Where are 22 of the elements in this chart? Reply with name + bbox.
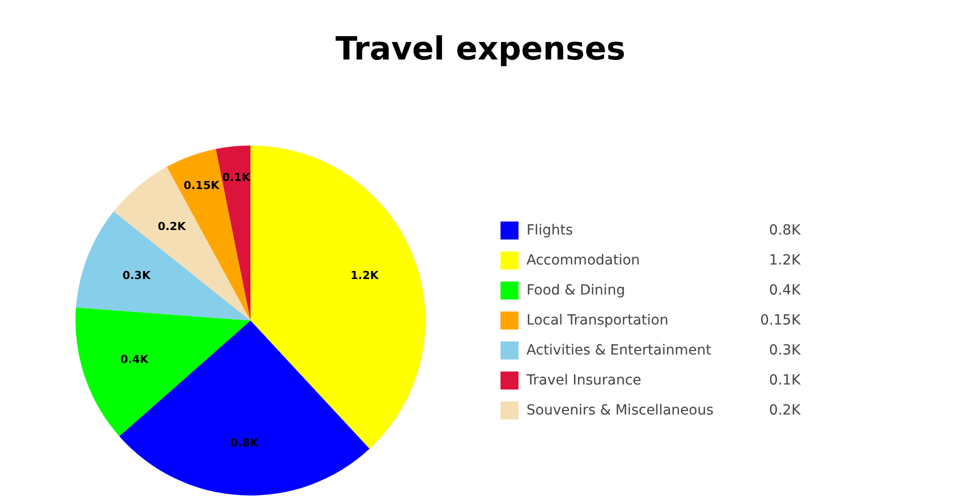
legend-label: Travel Insurance <box>526 372 642 388</box>
legend-label: Souvenirs & Miscellaneous <box>526 402 714 418</box>
text: 0.2K <box>769 402 801 418</box>
legend-label: Food & Dining <box>526 282 626 298</box>
data-label: 0.3K <box>122 269 151 282</box>
data-label: 0.4K <box>120 353 149 366</box>
text: 0.8K <box>769 222 801 238</box>
legend-label: Local Transportation <box>526 312 668 328</box>
text: 0.3K <box>769 342 801 358</box>
text: 0.15K <box>760 312 801 328</box>
chart-title: Travel expenses <box>336 30 626 68</box>
data-label: 0.2K <box>158 220 186 234</box>
legend-label: Activities & Entertainment <box>526 342 712 358</box>
text: 0.4K <box>769 282 801 298</box>
text: 0.1K <box>769 372 801 388</box>
data-label: 0.8K <box>230 436 259 450</box>
data-label: 0.1K <box>222 171 251 184</box>
data-label: 0.15K <box>184 179 220 192</box>
legend-label: Accommodation <box>526 252 640 268</box>
data-label: 1.2K <box>350 269 380 282</box>
text: 1.2K <box>769 252 801 268</box>
legend-label: Flights <box>526 222 573 238</box>
